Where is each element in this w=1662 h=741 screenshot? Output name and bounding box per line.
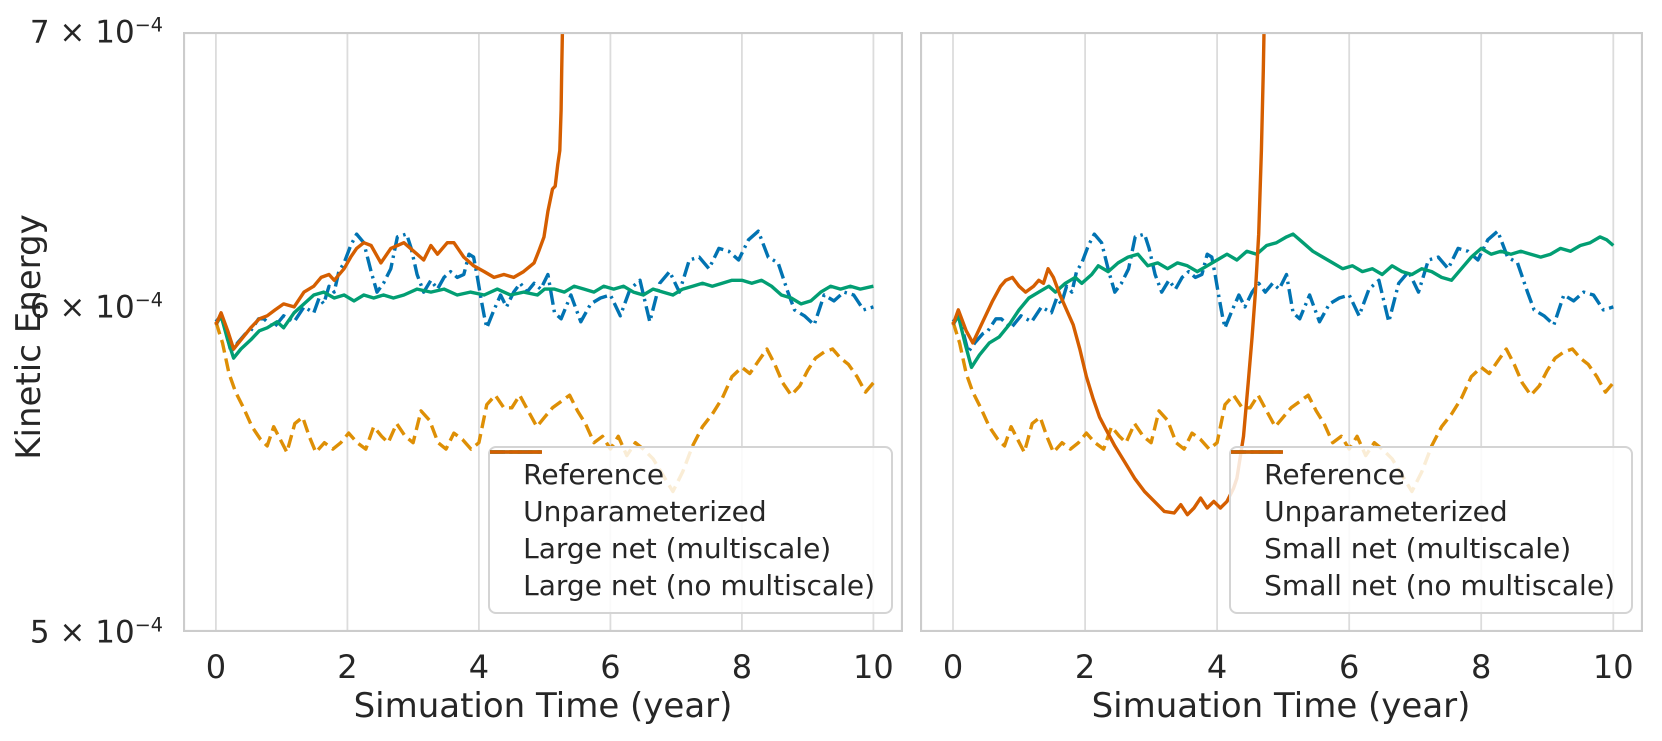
plot-border: [183, 32, 903, 632]
legend-item-unparameterized: Unparameterized: [490, 450, 875, 530]
small-net-panel-x-tick-6: 6: [1338, 648, 1360, 686]
series-line-reference: [214, 229, 874, 354]
large-net-panel-x-tick-8: 8: [731, 648, 753, 686]
y-tick-7e-4: 7 × 10−4: [29, 13, 163, 51]
large-net-panel-x-tick-0: 0: [205, 648, 227, 686]
legend-item-reference: Reference: [490, 450, 875, 493]
large-net-panel-x-tick-10: 10: [853, 648, 894, 686]
legend-item-large_no_multiscale: Large net (no multiscale): [490, 450, 875, 604]
large-net-panel-x-tick-2: 2: [337, 648, 358, 686]
legend-item-reference: Reference: [1231, 450, 1615, 493]
large-net-panel-canvas: [183, 32, 903, 632]
legend-item-large_multiscale: Large net (multiscale): [490, 450, 875, 567]
series-line-reference: [951, 229, 1614, 354]
legend-item-unparameterized: Unparameterized: [1231, 450, 1615, 530]
large-net-panel-legend: Reference Unparameterized Large net (multi…: [488, 446, 893, 614]
legend-label-large_multiscale: Large net (multiscale): [523, 532, 832, 565]
legend-label-reference: Reference: [523, 458, 665, 491]
legend-label-unparameterized: Unparameterized: [1264, 495, 1508, 528]
series-line-unparameterized: [951, 321, 1615, 494]
series-line-unparameterized: [214, 321, 875, 494]
left-x-axis-label: Simuation Time (year): [353, 686, 733, 726]
legend-label-small_multiscale: Small net (multiscale): [1264, 532, 1572, 565]
legend-label-unparameterized: Unparameterized: [523, 495, 767, 528]
legend-item-small_multiscale: Small net (multiscale): [1231, 450, 1615, 567]
left-plot-area: Reference Unparameterized Large net (multi…: [183, 32, 903, 632]
legend-label-small_no_multiscale: Small net (no multiscale): [1264, 569, 1615, 602]
y-axis-label: Kinetic Energy: [9, 214, 49, 460]
y-tick-6e-4: 6 × 10−4: [29, 288, 163, 326]
series-line-small_multiscale: [951, 232, 1615, 369]
small-net-panel-legend: Reference Unparameterized Small net (multi…: [1229, 446, 1633, 614]
legend-label-reference: Reference: [1264, 458, 1406, 491]
small-net-panel-x-tick-10: 10: [1592, 648, 1634, 686]
right-plot-area: Reference Unparameterized Small net (multi…: [920, 32, 1643, 632]
small-net-panel-x-tick-2: 2: [1074, 648, 1096, 686]
small-net-panel-x-tick-8: 8: [1471, 648, 1492, 686]
legend-item-small_no_multiscale: Small net (no multiscale): [1231, 450, 1615, 604]
series-line-large_multiscale: [214, 278, 874, 360]
right-x-axis-label: Simuation Time (year): [1091, 686, 1471, 726]
large-net-panel-x-tick-6: 6: [600, 648, 621, 686]
series-line-large_no_multiscale: [214, 32, 565, 351]
plot-border: [920, 32, 1643, 632]
small-net-panel-x-tick-4: 4: [1206, 648, 1228, 686]
large-net-panel-x-tick-4: 4: [468, 648, 490, 686]
legend-label-large_no_multiscale: Large net (no multiscale): [523, 569, 875, 602]
small-net-panel-x-tick-0: 0: [942, 648, 964, 686]
y-tick-5e-4: 5 × 10−4: [29, 613, 163, 651]
